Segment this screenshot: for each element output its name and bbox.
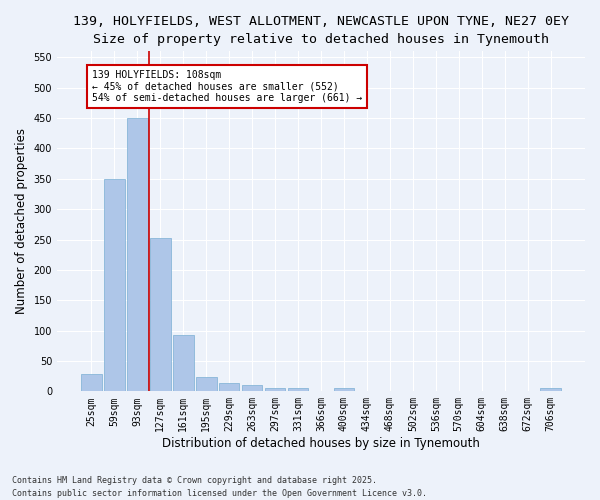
Bar <box>334 388 355 392</box>
Bar <box>541 388 561 392</box>
Y-axis label: Number of detached properties: Number of detached properties <box>15 128 28 314</box>
Bar <box>173 336 194 392</box>
Bar <box>127 118 148 392</box>
Bar <box>104 179 125 392</box>
Bar <box>242 386 262 392</box>
Bar <box>219 383 239 392</box>
Text: 139 HOLYFIELDS: 108sqm
← 45% of detached houses are smaller (552)
54% of semi-de: 139 HOLYFIELDS: 108sqm ← 45% of detached… <box>92 70 362 102</box>
Bar <box>196 378 217 392</box>
Text: Contains HM Land Registry data © Crown copyright and database right 2025.
Contai: Contains HM Land Registry data © Crown c… <box>12 476 427 498</box>
X-axis label: Distribution of detached houses by size in Tynemouth: Distribution of detached houses by size … <box>162 437 480 450</box>
Bar <box>81 374 102 392</box>
Bar <box>150 238 170 392</box>
Title: 139, HOLYFIELDS, WEST ALLOTMENT, NEWCASTLE UPON TYNE, NE27 0EY
Size of property : 139, HOLYFIELDS, WEST ALLOTMENT, NEWCAST… <box>73 15 569 46</box>
Bar <box>265 388 286 392</box>
Bar <box>288 388 308 392</box>
